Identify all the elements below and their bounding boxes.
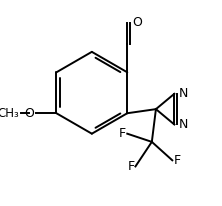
Text: F: F — [173, 154, 180, 167]
Text: O: O — [24, 107, 34, 120]
Text: N: N — [178, 118, 188, 131]
Text: CH₃: CH₃ — [0, 107, 20, 120]
Text: N: N — [178, 87, 188, 100]
Text: O: O — [132, 16, 142, 29]
Text: F: F — [127, 160, 135, 173]
Text: F: F — [119, 127, 126, 140]
